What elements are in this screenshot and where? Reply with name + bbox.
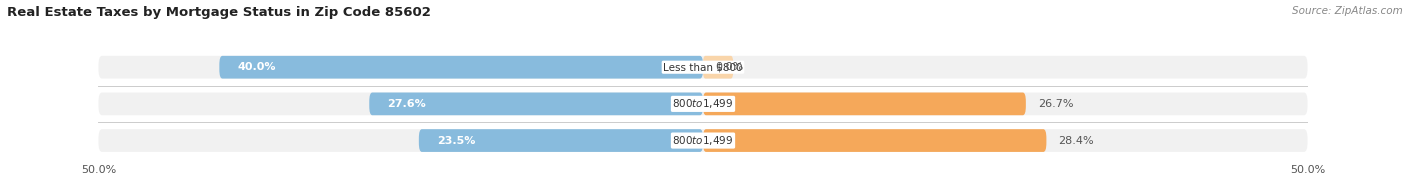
- FancyBboxPatch shape: [219, 56, 703, 79]
- Text: Source: ZipAtlas.com: Source: ZipAtlas.com: [1292, 6, 1403, 16]
- Text: 23.5%: 23.5%: [437, 136, 475, 146]
- Text: 26.7%: 26.7%: [1038, 99, 1073, 109]
- FancyBboxPatch shape: [419, 129, 703, 152]
- Text: $800 to $1,499: $800 to $1,499: [672, 134, 734, 147]
- FancyBboxPatch shape: [98, 56, 1308, 79]
- FancyBboxPatch shape: [703, 56, 734, 79]
- FancyBboxPatch shape: [98, 129, 1308, 152]
- Text: 40.0%: 40.0%: [238, 62, 276, 72]
- FancyBboxPatch shape: [370, 93, 703, 115]
- Text: Real Estate Taxes by Mortgage Status in Zip Code 85602: Real Estate Taxes by Mortgage Status in …: [7, 6, 430, 19]
- FancyBboxPatch shape: [98, 93, 1308, 115]
- Text: 27.6%: 27.6%: [388, 99, 426, 109]
- FancyBboxPatch shape: [703, 129, 1046, 152]
- FancyBboxPatch shape: [703, 93, 1026, 115]
- Text: 0.0%: 0.0%: [716, 62, 744, 72]
- Text: $800 to $1,499: $800 to $1,499: [672, 97, 734, 110]
- Text: 28.4%: 28.4%: [1059, 136, 1094, 146]
- Text: Less than $800: Less than $800: [664, 62, 742, 72]
